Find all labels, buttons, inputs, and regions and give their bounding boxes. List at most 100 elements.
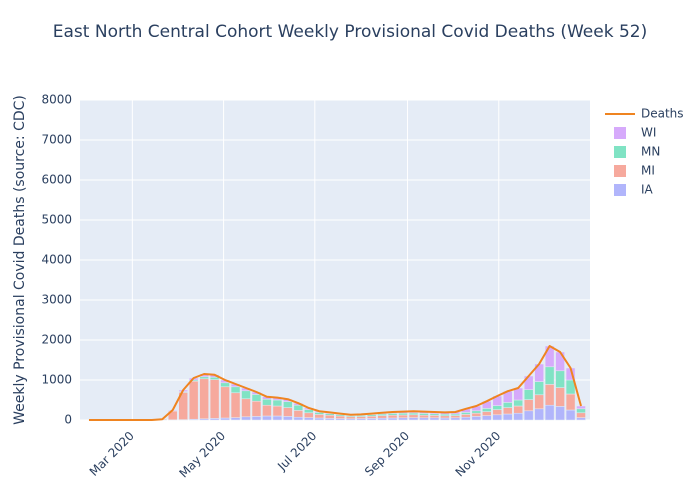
bar [230,386,241,394]
bar [429,417,440,421]
bar [471,412,482,417]
bar [262,415,272,421]
bar [283,416,293,421]
bar [523,399,534,412]
bar [461,416,471,421]
bar [209,379,220,419]
bar [199,376,209,380]
bar [440,417,450,421]
bar [576,417,586,421]
bar [408,412,419,416]
bar [419,414,429,419]
bar [503,413,513,421]
y-tick-label: 2000 [41,333,72,347]
y-axis-label: Weekly Provisional Covid Deaths (source:… [12,95,28,425]
legend-swatch [614,146,626,158]
bar [576,408,586,414]
y-tick-label: 5000 [41,213,72,227]
bar [555,387,565,407]
legend-swatch [614,127,626,139]
bar [251,416,262,421]
bar [565,409,576,421]
bar [304,417,314,421]
bar [262,404,272,417]
bar [209,376,220,380]
bar [492,405,503,410]
bar [293,404,304,411]
y-tick-label: 1000 [41,373,72,387]
bar [220,382,230,388]
bar [314,417,325,421]
bar [492,409,503,416]
bar [293,410,304,418]
bar [387,414,398,419]
legend-swatch [614,165,626,177]
bar [513,412,523,421]
bar [241,416,251,421]
y-tick-label: 0 [64,413,72,427]
bar [387,417,398,421]
bar [503,407,513,415]
bar [471,416,482,421]
bar [419,417,429,421]
bar [523,375,534,390]
bar [523,410,534,421]
bar [230,417,241,421]
legend-label: MN [641,145,660,159]
bar [450,415,461,419]
legend-label: WI [641,126,656,140]
bar [555,370,565,388]
bar [293,416,304,421]
bar [251,394,262,402]
y-tick-label: 7000 [41,133,72,147]
bar [482,411,492,416]
bar [450,417,461,421]
bar [513,399,523,407]
bar [576,405,586,410]
bar [408,417,419,421]
y-tick-label: 6000 [41,173,72,187]
bar [408,414,419,418]
bar [534,394,544,410]
bar [565,393,576,411]
bar [534,408,544,421]
legend-label: Deaths [641,107,684,121]
bar [419,413,429,416]
bar [377,415,387,419]
bar [544,384,555,406]
bar [555,351,565,372]
legend-label: IA [641,183,654,197]
bar [461,412,471,415]
bar [325,414,335,419]
bar [335,415,345,419]
bar [220,386,230,419]
bar [314,412,325,415]
bar [220,417,230,421]
bar [272,399,283,407]
bar [461,414,471,418]
bar [283,401,293,408]
bar [314,414,325,419]
chart-title: East North Central Cohort Weekly Provisi… [53,22,647,42]
bar [345,416,356,420]
bar [272,415,283,421]
y-tick-label: 3000 [41,293,72,307]
bar [366,415,377,419]
bar [304,412,314,418]
bar [304,409,314,414]
bar [398,412,408,416]
bar [398,414,408,419]
bar [576,412,586,418]
bar [272,405,283,417]
bar [440,415,450,419]
bar [544,366,555,385]
bar [492,414,503,421]
line [88,345,582,421]
legend-label: MI [641,164,655,178]
bar [513,405,523,414]
bar [199,378,209,420]
bar [482,408,492,412]
y-tick-label: 8000 [41,93,72,107]
